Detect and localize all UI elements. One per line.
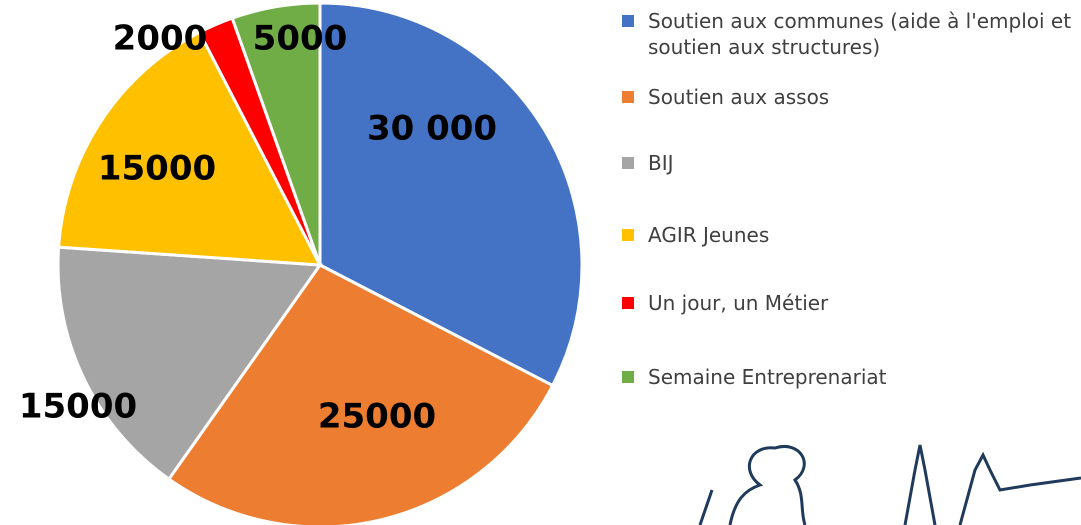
legend-entry: Semaine Entreprenariat <box>622 364 1081 390</box>
legend-label: Semaine Entreprenariat <box>648 365 886 389</box>
chart: 30 000 25000 15000 15000 2000 5000 <box>0 0 1081 525</box>
legend-label: BIJ <box>648 151 674 175</box>
city-outline <box>700 445 1081 525</box>
legend-label: AGIR Jeunes <box>648 223 769 247</box>
legend-entry: Soutien aux assos <box>622 84 1081 110</box>
legend-entry: BIJ <box>622 150 1081 176</box>
legend-label: Soutien aux communes (aide à l'emploi et… <box>648 9 1071 59</box>
legend-swatch <box>622 229 634 241</box>
data-label: 15000 <box>19 387 137 427</box>
data-label: 2000 <box>113 19 208 59</box>
data-label: 30 000 <box>367 109 497 149</box>
data-label: 5000 <box>253 19 348 59</box>
legend-swatch <box>622 371 634 383</box>
legend-entry: Soutien aux communes (aide à l'emploi et… <box>622 8 1081 60</box>
legend-swatch <box>622 157 634 169</box>
legend-swatch <box>622 91 634 103</box>
page: 30 000 25000 15000 15000 2000 5000 Soutien au… <box>0 0 1081 525</box>
data-label: 25000 <box>318 397 436 437</box>
data-label: 15000 <box>98 149 216 189</box>
legend-entry: Un jour, un Métier <box>622 290 1081 316</box>
pie <box>58 3 582 525</box>
legend-swatch <box>622 297 634 309</box>
legend-label: Un jour, un Métier <box>648 291 828 315</box>
legend-swatch <box>622 15 634 27</box>
legend-label: Soutien aux assos <box>648 85 829 109</box>
legend-entry: AGIR Jeunes <box>622 222 1081 248</box>
